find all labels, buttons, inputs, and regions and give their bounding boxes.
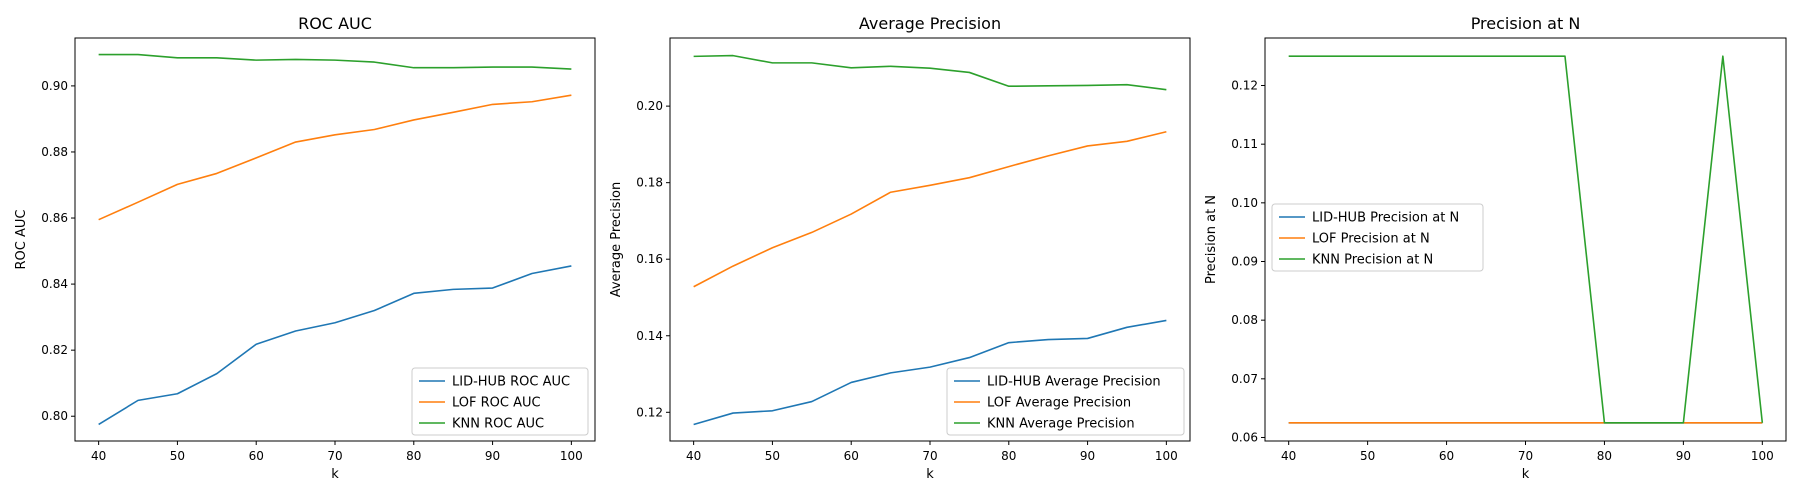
precision-at-n-x-tick-label: 90 <box>1676 449 1691 463</box>
roc-auc-y-tick-label: 0.80 <box>41 409 68 423</box>
roc-auc-y-axis-label: ROC AUC <box>14 210 29 270</box>
roc-auc-legend-label-1: LOF ROC AUC <box>452 396 541 411</box>
precision-at-n-x-tick-label: 100 <box>1751 449 1774 463</box>
average-precision-legend-label-1: LOF Average Precision <box>987 396 1131 411</box>
roc-auc-series-line-2 <box>98 53 572 70</box>
average-precision-legend-label-0: LID-HUB Average Precision <box>987 375 1161 390</box>
average-precision-series-line-2 <box>693 54 1167 91</box>
precision-at-n-y-tick-label: 0.09 <box>1231 254 1258 268</box>
average-precision-y-tick-label: 0.18 <box>636 176 663 190</box>
precision-at-n-legend-label-0: LID-HUB Precision at N <box>1312 211 1459 226</box>
roc-auc-x-tick-label: 60 <box>249 449 264 463</box>
average-precision-legend: LID-HUB Average Precision LOF Average Pre… <box>946 367 1185 436</box>
precision-at-n-y-tick-label: 0.08 <box>1231 313 1258 327</box>
roc-auc-series-line-1 <box>98 94 572 221</box>
precision-at-n-x-tick-label: 40 <box>1281 449 1296 463</box>
roc-auc-y-tick-label: 0.86 <box>41 211 68 225</box>
roc-auc-legend-frame <box>411 367 589 436</box>
average-precision-series-line-0 <box>693 319 1167 426</box>
roc-auc-x-tick-label: 100 <box>560 449 583 463</box>
precision-at-n-title: Precision at N <box>1471 14 1581 33</box>
average-precision-x-tick-label: 60 <box>844 449 859 463</box>
precision-at-n-y-tick-label: 0.11 <box>1231 137 1258 151</box>
roc-auc-y-tick-label: 0.82 <box>41 343 68 357</box>
roc-auc-x-axis-label: k <box>331 467 339 482</box>
roc-auc-legend-label-0: LID-HUB ROC AUC <box>452 375 570 390</box>
average-precision-x-tick-label: 40 <box>686 449 701 463</box>
roc-auc-chart: ROC AUC 40 50 60 70 80 90 100 0.80 0.82 0.84 0.86 0.… <box>14 14 596 482</box>
precision-at-n-y-tick-label: 0.12 <box>1231 79 1258 93</box>
roc-auc-series-line-0 <box>98 265 572 426</box>
average-precision-legend-label-2: KNN Average Precision <box>987 417 1135 432</box>
precision-at-n-legend-label-1: LOF Precision at N <box>1312 232 1430 247</box>
average-precision-legend-frame <box>946 367 1185 436</box>
precision-at-n-y-tick-label: 0.06 <box>1231 430 1258 444</box>
precision-at-n-chart: Precision at N 40 50 60 70 80 90 100 0.06 0.07 0.0… <box>1204 14 1787 482</box>
roc-auc-x-tick-label: 90 <box>485 449 500 463</box>
roc-auc-title: ROC AUC <box>298 14 372 33</box>
roc-auc-x-tick-label: 50 <box>170 449 185 463</box>
average-precision-chart: Average Precision 40 50 60 70 80 90 100 0.12 0.14… <box>609 14 1191 482</box>
precision-at-n-x-axis-label: k <box>1522 467 1530 482</box>
precision-at-n-y-tick-label: 0.07 <box>1231 372 1258 386</box>
roc-auc-legend-label-2: KNN ROC AUC <box>452 417 544 432</box>
precision-at-n-x-tick-label: 70 <box>1518 449 1533 463</box>
precision-at-n-y-axis-label: Precision at N <box>1204 195 1219 284</box>
precision-at-n-series-line-2 <box>1288 55 1764 424</box>
average-precision-title: Average Precision <box>859 14 1001 33</box>
precision-at-n-y-tick-label: 0.10 <box>1231 196 1258 210</box>
roc-auc-y-tick-label: 0.90 <box>41 79 68 93</box>
average-precision-y-tick-label: 0.20 <box>636 99 663 113</box>
average-precision-series-line-1 <box>693 130 1167 288</box>
precision-at-n-x-tick-label: 50 <box>1360 449 1375 463</box>
precision-at-n-x-tick-label: 60 <box>1439 449 1454 463</box>
precision-at-n-legend: LID-HUB Precision at N LOF Precision at N… <box>1271 203 1484 272</box>
average-precision-x-tick-label: 100 <box>1155 449 1178 463</box>
average-precision-y-axis-label: Average Precision <box>609 182 624 298</box>
average-precision-y-tick-label: 0.12 <box>636 405 663 419</box>
average-precision-x-tick-label: 90 <box>1080 449 1095 463</box>
average-precision-x-tick-label: 70 <box>922 449 937 463</box>
roc-auc-y-tick-label: 0.88 <box>41 145 68 159</box>
roc-auc-legend: LID-HUB ROC AUC LOF ROC AUC KNN ROC AUC <box>411 367 589 436</box>
precision-at-n-legend-label-2: KNN Precision at N <box>1312 253 1433 268</box>
average-precision-x-tick-label: 50 <box>765 449 780 463</box>
average-precision-y-tick-label: 0.14 <box>636 329 663 343</box>
precision-at-n-legend-frame <box>1271 203 1484 272</box>
average-precision-y-tick-label: 0.16 <box>636 252 663 266</box>
roc-auc-x-tick-label: 40 <box>91 449 106 463</box>
precision-at-n-x-tick-label: 80 <box>1597 449 1612 463</box>
roc-auc-y-tick-label: 0.84 <box>41 277 68 291</box>
average-precision-x-tick-label: 80 <box>1001 449 1016 463</box>
roc-auc-x-tick-label: 80 <box>406 449 421 463</box>
roc-auc-x-tick-label: 70 <box>327 449 342 463</box>
average-precision-x-axis-label: k <box>926 467 934 482</box>
